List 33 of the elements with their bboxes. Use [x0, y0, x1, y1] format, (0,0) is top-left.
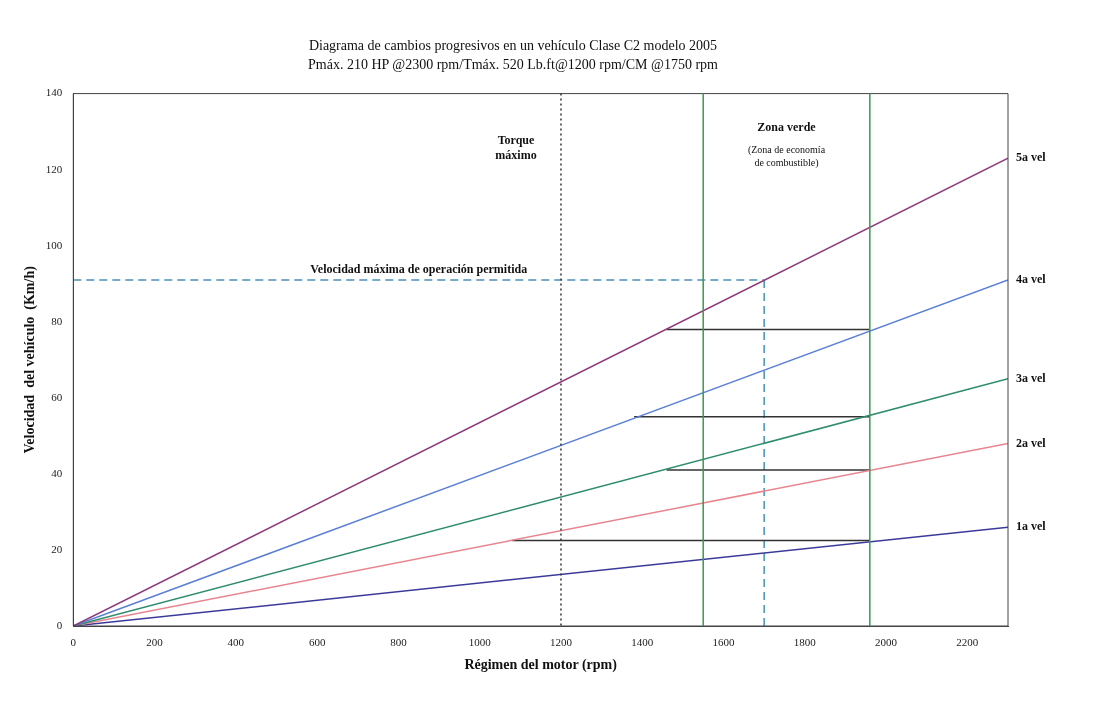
- x-tick-label: 1600: [712, 636, 736, 649]
- y-axis-title: Velocidad del vehículo (Km/h): [22, 265, 39, 454]
- x-tick-label: 1800: [793, 636, 817, 649]
- series-label: 1a vel: [1016, 519, 1047, 534]
- x-tick-label: 2000: [875, 636, 898, 649]
- chart-title: Diagrama de cambios progresivos en un vehículo Clase C2 modelo 2005: [308, 38, 718, 54]
- y-tick-label: 20: [51, 542, 63, 555]
- series-label: 4a vel: [1016, 272, 1047, 287]
- annotation: Velocidad máxima de operación permitida: [310, 262, 528, 277]
- chart-subtitle: Pmáx. 210 HP @2300 rpm/Tmáx. 520 Lb.ft@1200 rpm/CM @1750 rpm: [308, 56, 719, 72]
- x-tick-label: 800: [390, 636, 408, 649]
- x-tick-label: 0: [70, 636, 77, 649]
- x-tick-label: 600: [308, 636, 326, 649]
- y-tick-label: 100: [45, 238, 63, 251]
- x-tick-label: 1200: [549, 636, 573, 649]
- y-tick-label: 140: [45, 86, 63, 99]
- x-tick-label: 1400: [631, 636, 654, 649]
- x-tick-label: 200: [146, 636, 164, 649]
- y-tick-label: 60: [51, 390, 63, 403]
- ref-line-label: Torque máximo: [495, 132, 537, 162]
- x-tick-label: 2200: [956, 636, 979, 649]
- y-tick-label: 0: [56, 618, 63, 631]
- annotation: (Zona de economía de combustible): [747, 144, 826, 170]
- series-label: 2a vel: [1016, 435, 1047, 450]
- y-tick-label: 120: [45, 162, 63, 175]
- x-tick-label: 400: [227, 636, 245, 649]
- y-tick-label: 40: [51, 466, 63, 479]
- y-tick-label: 80: [51, 314, 63, 327]
- x-axis-title: Régimen del motor (rpm): [464, 657, 618, 674]
- series-label: 5a vel: [1016, 150, 1047, 165]
- annotation: Zona verde: [757, 119, 817, 134]
- series-label: 3a vel: [1016, 370, 1047, 385]
- x-tick-label: 1000: [468, 636, 492, 649]
